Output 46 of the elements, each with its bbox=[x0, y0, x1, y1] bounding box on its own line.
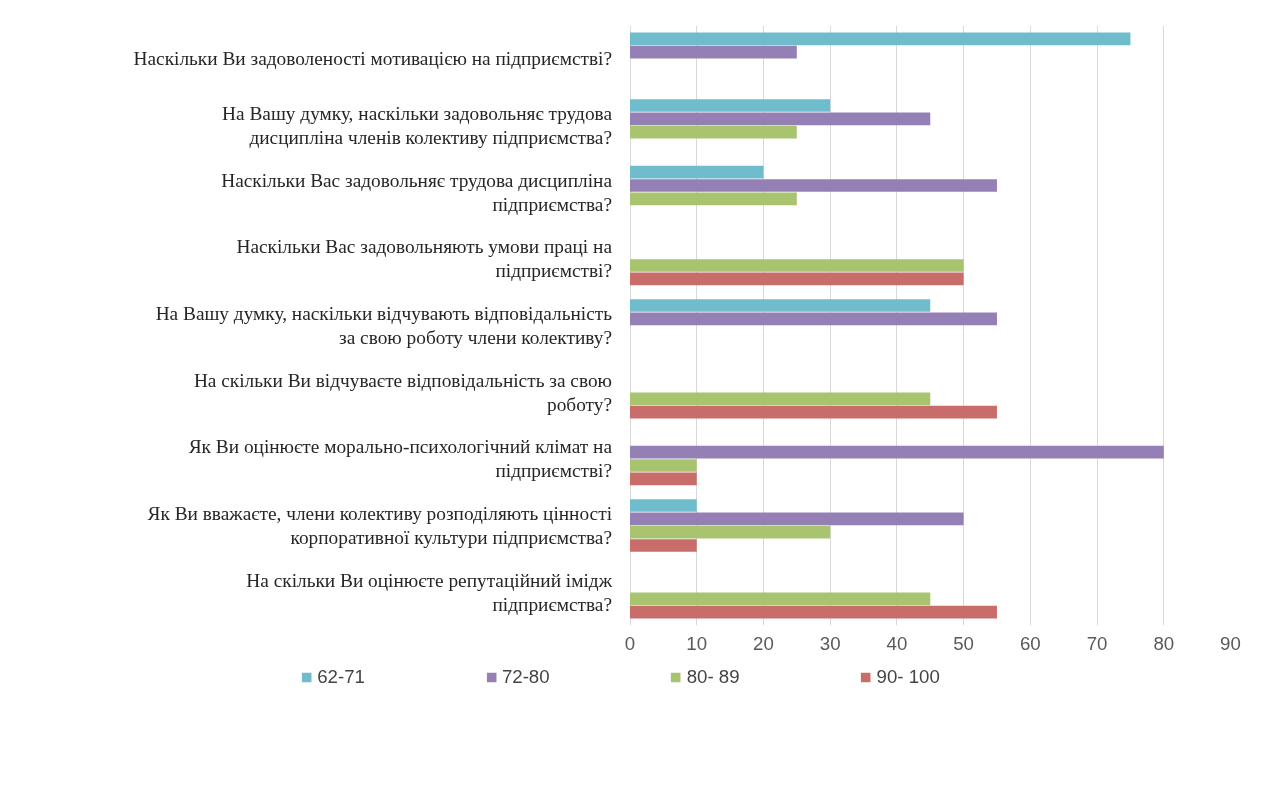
legend-label: 72-80 bbox=[501, 666, 550, 688]
bar bbox=[630, 165, 764, 179]
y-tick-label: На Вашу думку, наскільки задовольняє трудова дисципліна членів колективу підприємства? bbox=[222, 102, 613, 149]
legend-label: 80- 89 bbox=[686, 666, 740, 688]
y-tick-label: Наскільки Вас задовольняють умови праці на підприємстві? bbox=[236, 236, 613, 282]
bar bbox=[630, 445, 1164, 459]
bar bbox=[630, 112, 931, 126]
x-tick-label: 90 bbox=[1220, 632, 1241, 654]
legend-label: 62-71 bbox=[317, 666, 365, 688]
x-tick-label: 40 bbox=[886, 632, 908, 654]
legend-label: 90- 100 bbox=[876, 666, 940, 688]
bar bbox=[630, 405, 997, 419]
bar bbox=[630, 299, 931, 312]
y-tick-label: Наскільки Вас задовольняє трудова дисципліна підприємства? bbox=[221, 169, 613, 215]
y-tick-label: На скільки Ви відчуваєте відповідальність за свою роботу? bbox=[193, 369, 612, 415]
bar bbox=[630, 539, 697, 552]
bar bbox=[630, 459, 697, 472]
bar bbox=[630, 512, 964, 526]
y-tick-label: Як Ви оцінюєте морально-психологічний клімат на підприємстві? bbox=[188, 436, 613, 482]
bar bbox=[630, 192, 797, 206]
bar bbox=[630, 525, 831, 539]
x-tick-label: 10 bbox=[686, 632, 708, 654]
x-tick-label: 30 bbox=[819, 632, 841, 654]
bar bbox=[630, 392, 931, 406]
x-tick-label: 0 bbox=[624, 632, 636, 654]
x-tick-label: 80 bbox=[1153, 632, 1175, 654]
y-tick-label: На Вашу думку, наскільки відчувають відповідальність за свою роботу члени колективу? bbox=[155, 302, 613, 349]
bar bbox=[630, 99, 831, 112]
x-tick-label: 70 bbox=[1086, 632, 1108, 654]
bar bbox=[630, 312, 997, 326]
y-tick-label: На скільки Ви оцінюєте репутаційний імідж підприємства? bbox=[246, 569, 613, 615]
bar bbox=[630, 499, 697, 512]
bar bbox=[630, 605, 997, 619]
bar bbox=[630, 179, 997, 192]
bar bbox=[630, 125, 797, 139]
bar bbox=[630, 472, 697, 486]
x-tick-label: 60 bbox=[1019, 632, 1041, 654]
x-tick-label: 50 bbox=[953, 632, 975, 654]
y-tick-label: Наскільки Ви задоволеності мотивацією на підприємстві? bbox=[133, 48, 612, 70]
bar bbox=[630, 272, 964, 286]
bar bbox=[630, 45, 797, 59]
bar bbox=[630, 32, 1131, 46]
bar bbox=[630, 259, 964, 272]
y-tick-label: Як Ви вважаєте, члени колективу розподіляють цінності корпоративної культури підприємства? bbox=[147, 502, 613, 549]
x-tick-label: 20 bbox=[753, 632, 774, 654]
bar bbox=[630, 592, 931, 606]
